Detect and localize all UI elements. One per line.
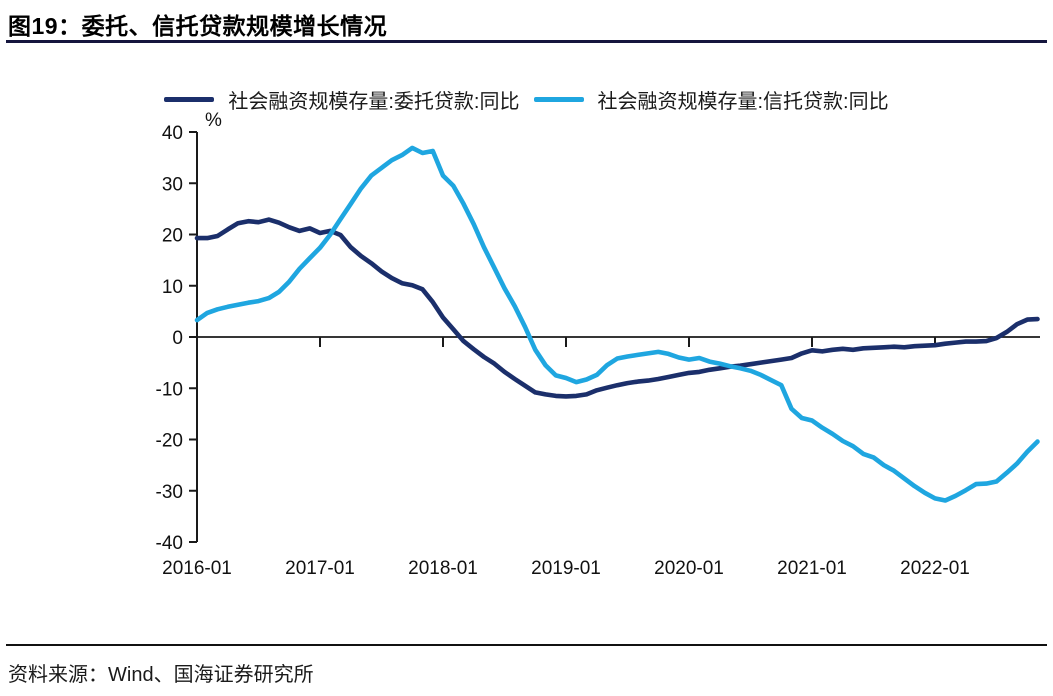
y-axis-label: -40 [156, 533, 183, 554]
y-axis-label: -10 [156, 379, 183, 400]
legend-label-entrusted-loans: 社会融资规模存量:委托贷款:同比 [228, 91, 520, 113]
y-axis-label: 10 [162, 277, 183, 298]
footer-divider-rule [6, 644, 1047, 646]
figure-title: 图19：委托、信托贷款规模增长情况 [8, 13, 388, 39]
x-axis-label: 2017-01 [285, 558, 355, 579]
x-axis-label: 2022-01 [900, 558, 970, 579]
series-line-entrusted-loans [194, 217, 1040, 399]
x-axis-label: 2019-01 [531, 558, 601, 579]
title-divider-rule [6, 40, 1047, 43]
x-axis-label: 2018-01 [408, 558, 478, 579]
y-axis-label: -20 [156, 431, 183, 452]
y-axis-label: -30 [156, 482, 183, 503]
legend-swatch-trust-loans [533, 97, 584, 102]
chart-legend: 社会融资规模存量:委托贷款:同比 社会融资规模存量:信托贷款:同比 [0, 85, 1053, 114]
x-axis-label: 2020-01 [654, 558, 724, 579]
y-axis-unit-label: % [205, 110, 222, 131]
legend-label-trust-loans: 社会融资规模存量:信托贷款:同比 [597, 91, 889, 113]
x-axis-label: 2016-01 [162, 558, 232, 579]
data-source-note: 资料来源：Wind、国海证券研究所 [8, 664, 314, 686]
y-axis-label: 20 [162, 226, 183, 247]
y-axis-label: 0 [172, 328, 183, 349]
y-axis-label: 30 [162, 174, 183, 195]
y-axis-label: 40 [162, 123, 183, 144]
legend-swatch-entrusted-loans [164, 97, 215, 102]
series-line-trust-loans [194, 145, 1040, 503]
x-axis-label: 2021-01 [777, 558, 847, 579]
